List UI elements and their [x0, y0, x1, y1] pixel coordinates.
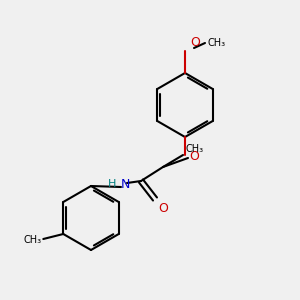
Text: H: H: [108, 179, 116, 189]
Text: N: N: [121, 178, 130, 190]
Text: CH₃: CH₃: [185, 144, 203, 154]
Text: CH₃: CH₃: [23, 235, 41, 245]
Text: O: O: [158, 202, 168, 215]
Text: CH₃: CH₃: [207, 38, 225, 48]
Text: O: O: [190, 36, 200, 49]
Text: O: O: [189, 149, 199, 163]
